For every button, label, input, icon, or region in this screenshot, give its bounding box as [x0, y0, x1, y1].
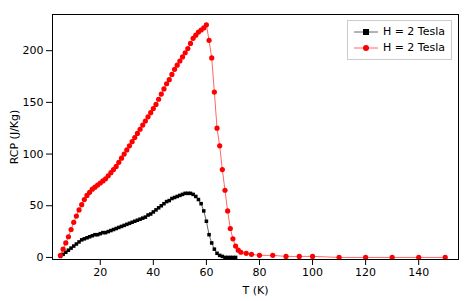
html-text:H = 2 Tesla: H = 2 Tesla: [382, 41, 445, 54]
svg-text:140: 140: [408, 266, 429, 279]
svg-text:T (K): T (K): [241, 284, 268, 297]
svg-text:0: 0: [37, 251, 44, 264]
svg-text:150: 150: [23, 96, 44, 109]
svg-text:120: 120: [355, 266, 376, 279]
svg-text:60: 60: [199, 266, 213, 279]
svg-text:200: 200: [23, 44, 44, 57]
svg-text:100: 100: [302, 266, 323, 279]
svg-text:80: 80: [252, 266, 266, 279]
svg-text:20: 20: [93, 266, 107, 279]
svg-text:RCP (J/Kg): RCP (J/Kg): [8, 110, 21, 165]
html-text:H = 2 Tesla: H = 2 Tesla: [382, 25, 445, 38]
svg-text:100: 100: [23, 148, 44, 161]
svg-text:40: 40: [146, 266, 160, 279]
svg-text:50: 50: [30, 199, 44, 212]
